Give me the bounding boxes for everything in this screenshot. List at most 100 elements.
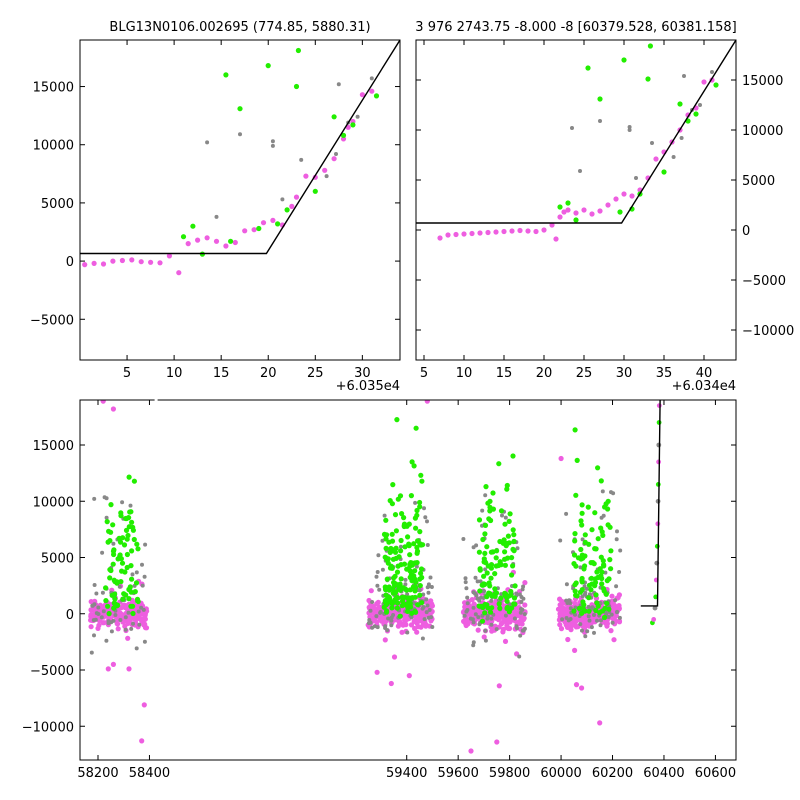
data-point-green — [647, 43, 654, 49]
data-point-green — [223, 72, 229, 78]
data-point-green — [605, 522, 611, 528]
data-point-green — [477, 588, 483, 594]
data-point-magenta — [260, 220, 267, 226]
data-point-green — [572, 531, 578, 537]
data-point-green — [399, 510, 405, 517]
y-tick-label: 10000 — [33, 139, 74, 154]
data-point-green — [595, 465, 601, 471]
data-point-green — [573, 492, 579, 498]
data-point-magenta — [391, 654, 398, 660]
data-point-green — [485, 500, 491, 506]
data-point-gray — [99, 615, 104, 620]
data-point-gray — [413, 500, 418, 505]
data-point-gray — [471, 643, 476, 648]
data-point-gray — [368, 608, 373, 613]
data-point-green — [103, 585, 109, 591]
data-point-gray — [205, 140, 210, 145]
data-point-magenta — [572, 647, 578, 654]
data-point-gray — [595, 618, 599, 623]
x-tick-label: 15 — [496, 366, 513, 381]
data-point-green — [123, 527, 130, 534]
data-point-green — [508, 588, 514, 595]
data-point-green — [331, 114, 337, 120]
data-point-gray — [123, 627, 128, 632]
data-point-green — [498, 508, 505, 514]
data-point-green — [295, 47, 301, 54]
data-point-gray — [614, 537, 619, 542]
data-point-green — [504, 604, 510, 611]
data-point-gray — [483, 628, 488, 633]
data-point-magenta — [166, 253, 172, 259]
data-point-green — [405, 534, 411, 540]
data-point-green — [504, 486, 510, 492]
x-tick-label: 58400 — [129, 766, 170, 781]
data-point-magenta — [88, 599, 94, 605]
data-point-gray — [568, 606, 573, 611]
data-point-gray — [101, 609, 106, 614]
data-point-outlier — [573, 682, 580, 688]
data-point-magenta — [142, 612, 148, 618]
x-tick-label: 25 — [576, 366, 593, 381]
data-point-magenta — [453, 231, 459, 238]
panel-title: BLG13N0106.002695 (774.85, 5880.31) — [109, 20, 370, 35]
data-point-gray — [610, 620, 615, 625]
data-point-magenta — [522, 580, 528, 586]
data-point-green — [126, 524, 132, 530]
data-point-magenta — [185, 241, 191, 247]
data-point-green — [129, 576, 135, 582]
data-point-green — [131, 478, 137, 484]
data-point-green — [487, 609, 494, 615]
data-point-green — [106, 611, 112, 617]
data-point-green — [582, 539, 588, 546]
data-point-green — [394, 417, 400, 423]
data-point-magenta — [148, 259, 154, 265]
data-point-green — [496, 601, 502, 607]
data-point-gray — [583, 634, 588, 639]
data-point-gray — [386, 616, 391, 621]
data-point-magenta — [565, 636, 571, 643]
data-point-green — [401, 521, 408, 527]
data-point-gray — [405, 630, 410, 635]
data-point-magenta — [416, 614, 422, 620]
x-tick-label: 59400 — [386, 766, 427, 781]
data-point-green — [598, 573, 604, 579]
data-point-gray — [355, 114, 360, 119]
data-point-gray — [403, 577, 408, 582]
data-point-gray — [592, 630, 596, 635]
data-point-gray — [578, 622, 583, 627]
y-tick-label: −5000 — [30, 313, 74, 328]
data-point-magenta — [115, 626, 121, 632]
data-point-green — [130, 610, 136, 617]
data-point-gray — [464, 609, 469, 614]
data-point-green — [415, 602, 421, 608]
data-point-green — [576, 605, 582, 612]
data-point-green — [677, 101, 683, 107]
data-point-green — [487, 591, 493, 597]
data-point-magenta — [481, 634, 487, 640]
data-point-gray — [475, 579, 480, 584]
data-point-outlier — [105, 666, 111, 672]
data-point-green — [608, 566, 614, 572]
data-point-magenta — [88, 624, 94, 630]
data-point-gray — [601, 513, 606, 518]
x-tick-label: 5 — [420, 366, 428, 381]
data-point-green — [127, 584, 133, 590]
data-point-gray — [106, 619, 111, 624]
data-point-gray — [134, 646, 139, 651]
data-point-gray — [600, 489, 605, 494]
data-point-outlier — [406, 673, 412, 679]
data-point-green — [476, 549, 482, 555]
data-point-rise — [656, 403, 662, 408]
data-point-gray — [586, 614, 591, 619]
data-point-gray — [578, 169, 582, 173]
data-point-gray — [118, 618, 123, 622]
data-point-green — [585, 65, 591, 71]
data-point-gray — [130, 572, 135, 577]
data-point-green — [597, 96, 603, 102]
data-point-green — [395, 496, 401, 502]
data-point-green — [398, 548, 404, 554]
data-point-gray — [430, 625, 435, 629]
data-point-magenta — [573, 624, 579, 630]
data-point-green — [484, 544, 490, 550]
data-point-green — [414, 507, 420, 514]
